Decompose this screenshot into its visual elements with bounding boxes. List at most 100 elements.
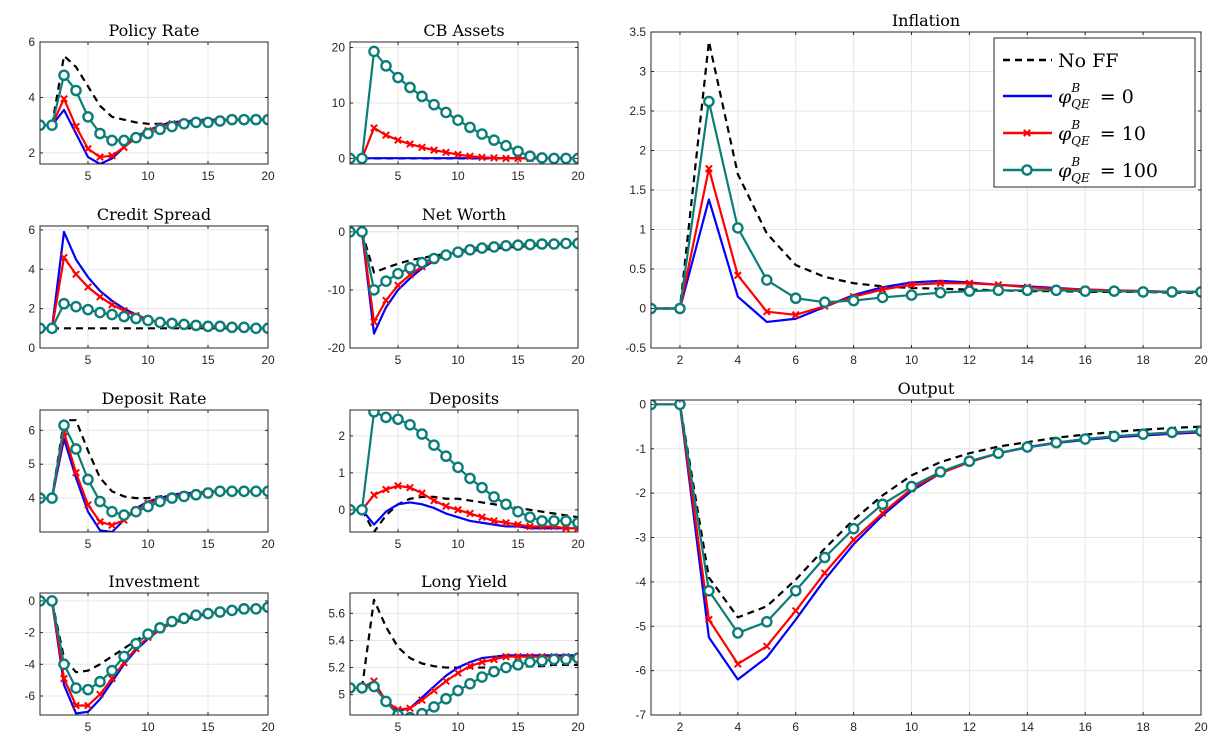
inflation-qe100-point-8 xyxy=(847,294,860,307)
deprate-ytick-label: 4 xyxy=(28,491,35,505)
networth-qe100-point-10 xyxy=(452,246,464,258)
networth-qe100-point-7 xyxy=(416,256,428,269)
spread-qe10-point-6 xyxy=(96,292,104,301)
deprate-qe100-point-17 xyxy=(226,485,238,498)
investment-qe100-point-4 xyxy=(70,682,82,694)
inflation-xtick-label: 16 xyxy=(1079,353,1093,367)
longyield-xtick-label: 10 xyxy=(451,720,465,734)
deposits-qe10-point-6 xyxy=(406,483,414,492)
legend-sup: B xyxy=(1070,155,1080,169)
networth-qe100-point-9 xyxy=(440,249,452,261)
cbassets-qe10-point-6 xyxy=(406,140,414,148)
cbassets-ytick-label: 10 xyxy=(332,96,346,110)
output-qe10-point-9 xyxy=(878,509,887,518)
output-qe100-point-19 xyxy=(1166,426,1178,439)
longyield-qe100-point-11 xyxy=(464,678,476,690)
cbassets-qe100-point-11 xyxy=(464,121,476,134)
legend-box xyxy=(993,37,1196,188)
output-qe100-point-13 xyxy=(992,447,1005,460)
policy-qe100-point-15 xyxy=(202,116,214,129)
longyield-qe100-point-12 xyxy=(476,671,488,683)
networth-qe100-point-18 xyxy=(548,238,560,250)
longyield-markers-qe100 xyxy=(350,652,578,715)
spread-qe100-point-14 xyxy=(190,319,202,332)
inflation-qe10-point-9 xyxy=(878,285,887,294)
deposits-xtick-label: 15 xyxy=(511,537,525,551)
cbassets-qe100-point-2 xyxy=(356,152,368,164)
inflation-qe10-point-5 xyxy=(762,307,771,316)
deposits-qe100-point-5 xyxy=(392,413,404,426)
policy-qe10-point-5 xyxy=(84,144,92,153)
longyield-qe10-point-9 xyxy=(442,677,450,686)
deprate-title: Deposit Rate xyxy=(102,389,207,408)
deposits-qe10-point-12 xyxy=(478,513,486,522)
deprate-qe100-point-14 xyxy=(190,488,202,501)
legend-qe10-point-1 xyxy=(1023,129,1031,137)
spread-qe100-point-10 xyxy=(142,314,154,327)
deprate-ytick-label: 5 xyxy=(28,457,35,471)
cbassets-title: CB Assets xyxy=(423,21,504,40)
policy-series-group xyxy=(40,54,268,164)
deprate-qe10-point-4 xyxy=(72,468,80,477)
deposits-qe100-point-3 xyxy=(368,410,380,418)
investment-qe10-point-7 xyxy=(108,674,116,683)
policy-xtick-label: 20 xyxy=(261,169,275,183)
output-qe10-point-4 xyxy=(733,660,742,668)
policy-xtick-label: 5 xyxy=(85,169,92,183)
policy-qe10-point-3 xyxy=(60,94,68,103)
investment-ytick-label: 0 xyxy=(28,594,35,608)
inflation-qe100-point-7 xyxy=(818,296,831,308)
investment-markers-qe100 xyxy=(40,595,268,696)
longyield-qe100-point-2 xyxy=(356,682,368,694)
legend-value: = 10 xyxy=(1094,123,1146,145)
spread-qe100-point-3 xyxy=(58,297,70,310)
inflation-xtick-label: 12 xyxy=(963,353,977,367)
output-qe100-point-20 xyxy=(1195,425,1201,437)
output-xtick-label: 16 xyxy=(1079,720,1093,734)
longyield-qe100-point-7 xyxy=(416,707,428,715)
spread-title: Credit Spread xyxy=(97,205,211,224)
longyield-qe10-point-12 xyxy=(478,658,486,667)
networth-qe10-point-5 xyxy=(394,281,402,290)
policy-qe10-point-4 xyxy=(72,122,80,131)
networth-qe100-point-14 xyxy=(500,239,512,252)
inflation-qe100-point-10 xyxy=(905,289,918,301)
investment-qe100-point-16 xyxy=(214,606,226,618)
policy-qe100-point-3 xyxy=(58,69,70,82)
chart-cbassets: 5 10 15 20 0 10 20 CB Assets xyxy=(332,21,585,183)
spread-ytick-label: 0 xyxy=(28,341,35,355)
output-xtick-label: 20 xyxy=(1194,720,1208,734)
inflation-qe100-point-5 xyxy=(760,274,773,286)
deposits-series-group xyxy=(350,410,578,532)
longyield-title: Long Yield xyxy=(421,572,507,591)
deprate-qe100-point-6 xyxy=(94,495,106,508)
investment-qe100-point-18 xyxy=(238,603,250,615)
investment-xtick-label: 20 xyxy=(261,720,275,734)
spread-xtick-label: 5 xyxy=(85,353,92,367)
deposits-qe100-point-11 xyxy=(464,472,476,485)
longyield-qe100-point-16 xyxy=(524,656,536,668)
output-qe100-point-12 xyxy=(963,455,976,468)
spread-qe100-point-17 xyxy=(226,321,238,334)
deprate-qe100-point-15 xyxy=(202,487,214,499)
spread-qe100-point-2 xyxy=(46,322,58,335)
inflation-xtick-label: 4 xyxy=(734,353,741,367)
investment-qe10-point-3 xyxy=(60,674,68,683)
deprate-markers-qe100 xyxy=(40,419,268,521)
spread-qe100-point-7 xyxy=(106,308,118,321)
deposits-qe100-point-6 xyxy=(404,418,416,431)
deposits-qe100-point-7 xyxy=(416,428,428,440)
policy-qe100-point-19 xyxy=(250,113,262,126)
inflation-qe100-point-6 xyxy=(789,292,802,305)
inflation-qe100-point-11 xyxy=(934,286,947,299)
cbassets-qe100-point-14 xyxy=(500,139,512,152)
deprate-qe10-point-7 xyxy=(108,521,116,530)
inflation-qe100-point-4 xyxy=(732,222,744,234)
inflation-ytick-label: 2.5 xyxy=(629,104,646,118)
investment-xtick-label: 15 xyxy=(201,720,215,734)
deposits-qe10-point-14 xyxy=(502,518,510,527)
networth-qe100-point-3 xyxy=(368,284,380,296)
output-ytick-label: 0 xyxy=(639,397,646,411)
output-qe100-point-14 xyxy=(1021,441,1034,453)
longyield-ytick-label: 5.2 xyxy=(328,661,345,675)
